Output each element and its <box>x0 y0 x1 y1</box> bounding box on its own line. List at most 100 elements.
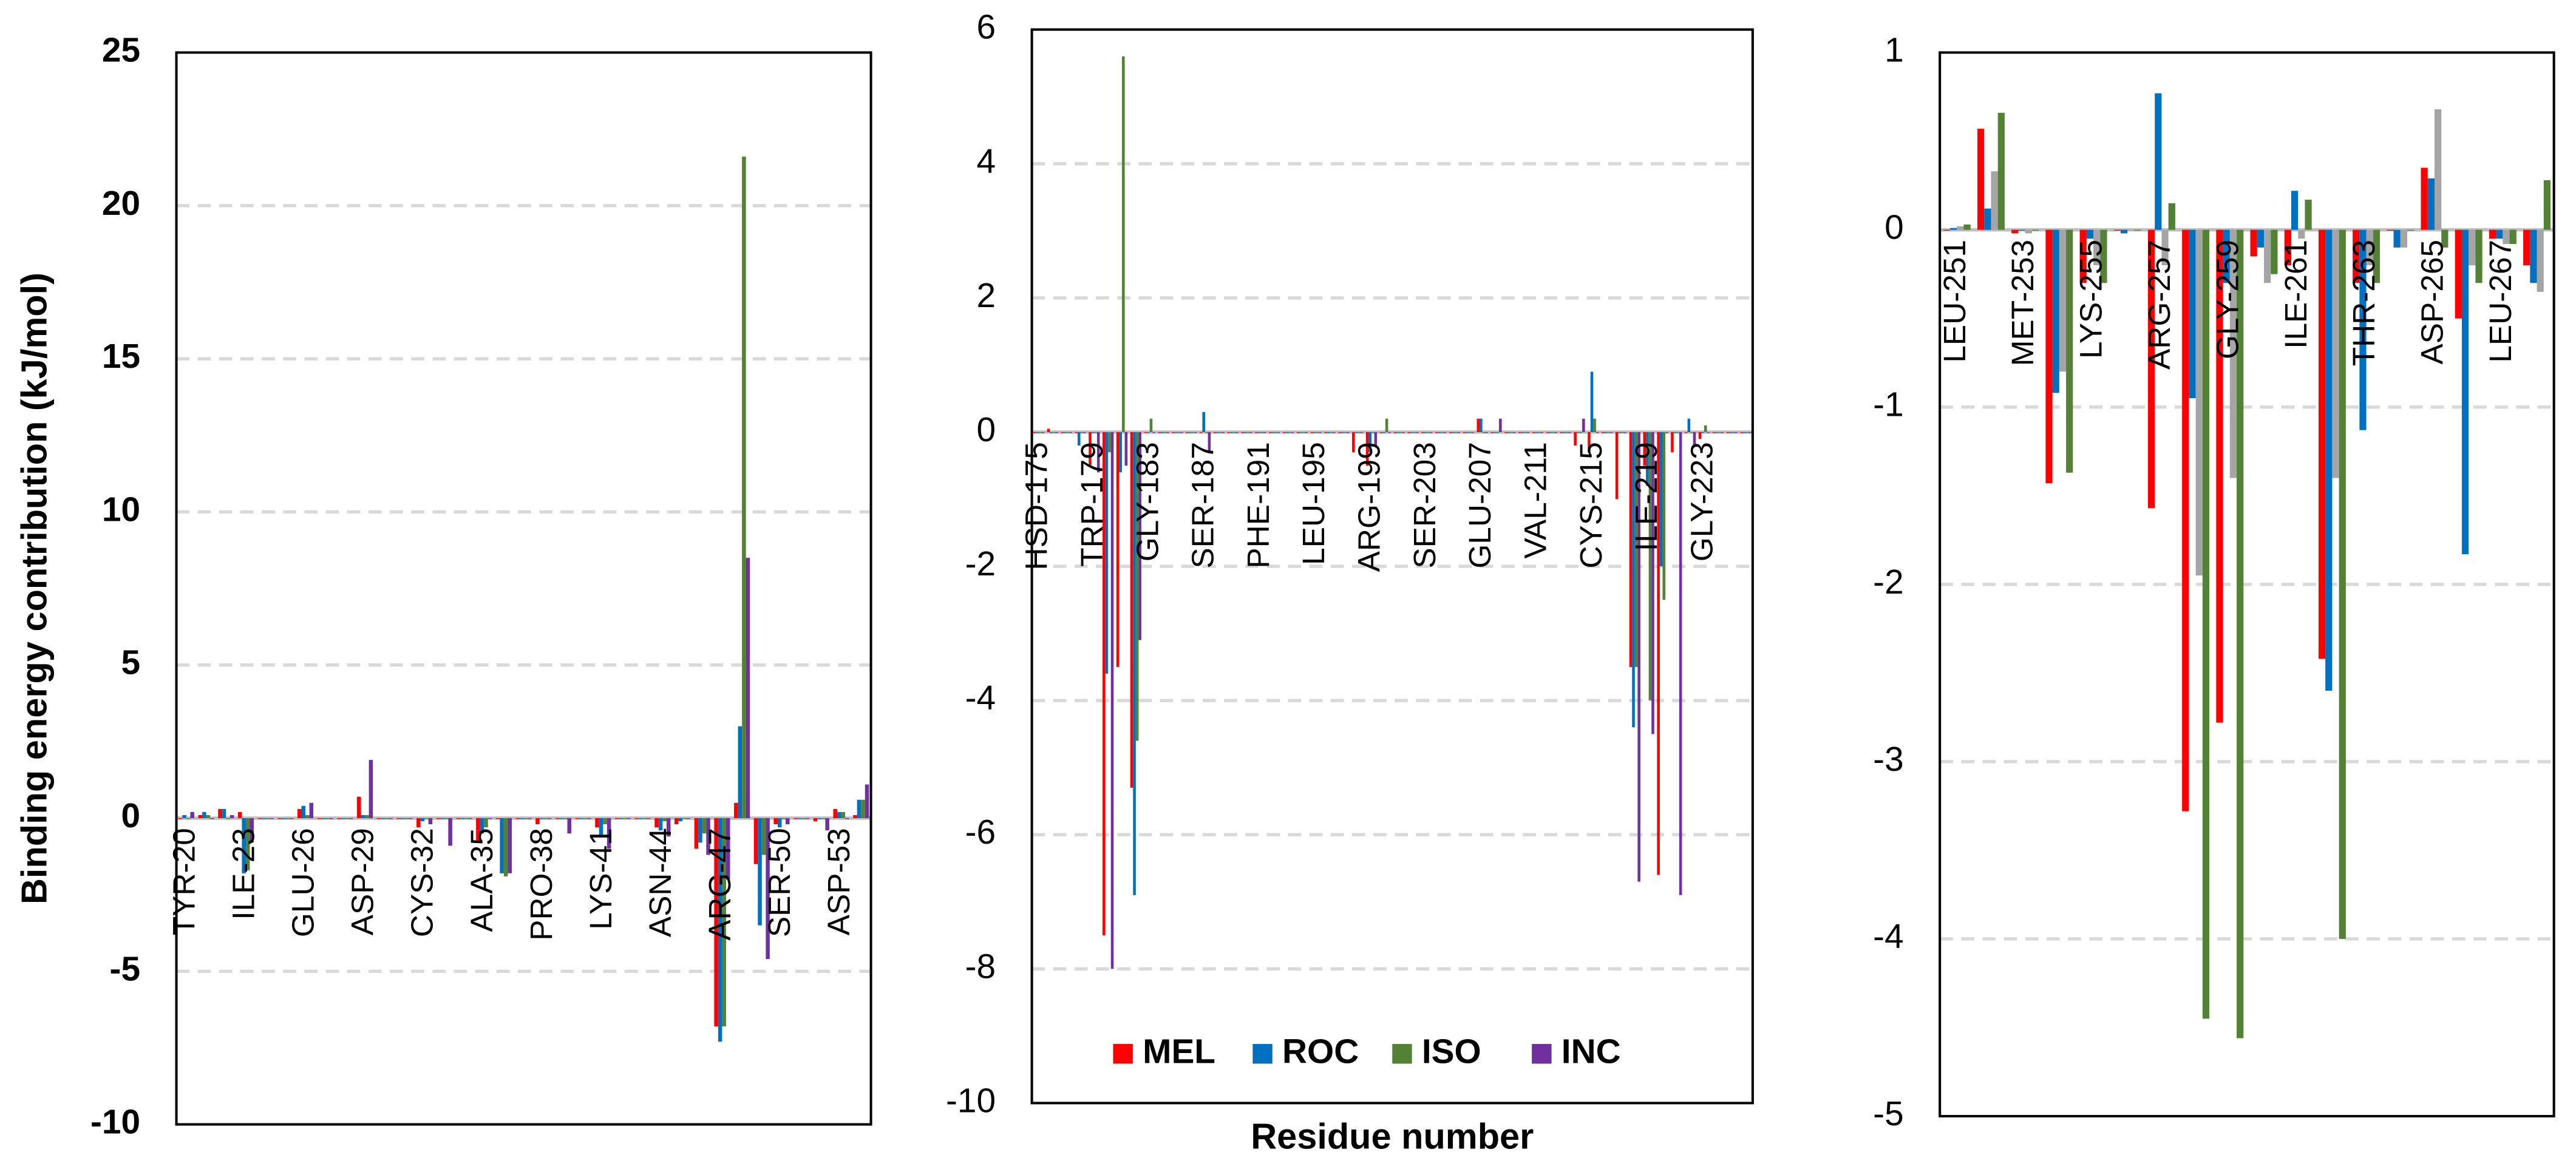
bar <box>428 818 433 825</box>
bar <box>1620 432 1624 433</box>
bar <box>1296 432 1300 433</box>
bar <box>321 818 325 819</box>
bar <box>2373 229 2381 283</box>
bar <box>1457 432 1461 433</box>
bar <box>1407 432 1410 433</box>
bar <box>218 808 222 818</box>
bar <box>555 818 560 819</box>
bar <box>1679 432 1682 895</box>
bar <box>341 818 345 819</box>
bar <box>1177 432 1180 433</box>
bar <box>1374 432 1378 446</box>
x-tick-label: ARG-199 <box>1351 442 1387 572</box>
x-tick-label: LEU-251 <box>1937 240 1972 363</box>
legend-label: ISO <box>1422 1032 1481 1071</box>
bar <box>2298 229 2305 239</box>
y-tick-label: 0 <box>977 411 996 449</box>
bar <box>2229 229 2237 478</box>
bar <box>563 818 568 819</box>
bar <box>1285 432 1288 433</box>
bar <box>1052 432 1056 433</box>
plot-frame <box>1030 28 1754 1105</box>
bar <box>242 818 246 873</box>
y-tick-label: 2 <box>977 277 996 315</box>
x-tick-label: GLU-207 <box>1462 442 1497 568</box>
bar <box>309 802 314 818</box>
bar <box>464 818 469 819</box>
bar <box>1388 432 1391 433</box>
bar <box>1629 432 1633 667</box>
bar <box>1382 432 1385 433</box>
bar <box>702 818 707 834</box>
bar <box>1235 432 1239 433</box>
bar <box>1041 432 1045 433</box>
bar <box>369 760 373 818</box>
bar <box>1518 432 1521 433</box>
bar <box>1742 432 1746 433</box>
bar <box>2503 229 2510 244</box>
bar <box>2161 229 2169 266</box>
bar <box>1172 432 1175 433</box>
bar <box>1333 432 1336 433</box>
bar <box>1662 432 1666 600</box>
bar <box>718 818 722 1042</box>
bar <box>1144 432 1147 433</box>
bar <box>250 818 254 843</box>
bar <box>1540 432 1544 433</box>
bar <box>2134 229 2141 231</box>
bar <box>2441 229 2449 248</box>
bar <box>345 818 349 819</box>
bar <box>1255 432 1258 433</box>
bar <box>567 818 572 834</box>
y-tick-label: 0 <box>121 797 140 835</box>
bar <box>1615 432 1619 500</box>
bar <box>1152 432 1155 433</box>
bar <box>1061 432 1064 433</box>
bar <box>2202 229 2210 1019</box>
bar <box>1069 432 1072 433</box>
bar <box>619 818 623 819</box>
bar <box>1396 432 1399 433</box>
bar <box>2100 229 2107 283</box>
bar <box>639 818 643 819</box>
bar <box>1055 432 1058 433</box>
bar <box>1360 432 1364 433</box>
bar <box>1257 432 1261 433</box>
bar <box>2147 229 2155 509</box>
bar <box>1299 432 1302 433</box>
bar <box>396 818 401 819</box>
bar <box>1735 432 1738 433</box>
bar <box>503 818 508 876</box>
bar <box>1521 432 1524 433</box>
bar <box>1232 432 1236 433</box>
y-tick-label: -1 <box>1873 386 1904 424</box>
bar <box>1158 432 1161 433</box>
bar <box>444 818 449 819</box>
bar <box>547 818 552 819</box>
bar <box>262 818 266 819</box>
bar <box>1091 432 1095 433</box>
bar <box>2387 229 2394 231</box>
bar <box>523 818 528 819</box>
bar <box>508 818 512 873</box>
x-tick-label: ALA-35 <box>464 828 499 932</box>
bar <box>1033 432 1036 433</box>
x-tick-label: TRP-179 <box>1074 442 1109 567</box>
x-tick-label: ARG-47 <box>702 828 737 941</box>
bar <box>468 818 472 819</box>
bar <box>2339 229 2346 939</box>
bar <box>2264 229 2271 283</box>
bar <box>1524 432 1527 433</box>
bar <box>1537 432 1541 433</box>
bar <box>2018 229 2025 231</box>
bar <box>2237 229 2244 1038</box>
bar <box>297 808 302 818</box>
bar <box>1199 432 1203 433</box>
bar <box>599 818 603 837</box>
bar <box>1105 432 1109 674</box>
bar <box>2195 229 2203 576</box>
bar <box>190 811 194 818</box>
bar <box>1133 432 1136 895</box>
x-tick-label: GLU-26 <box>285 828 321 937</box>
x-tick-label: ILE-23 <box>226 828 261 920</box>
